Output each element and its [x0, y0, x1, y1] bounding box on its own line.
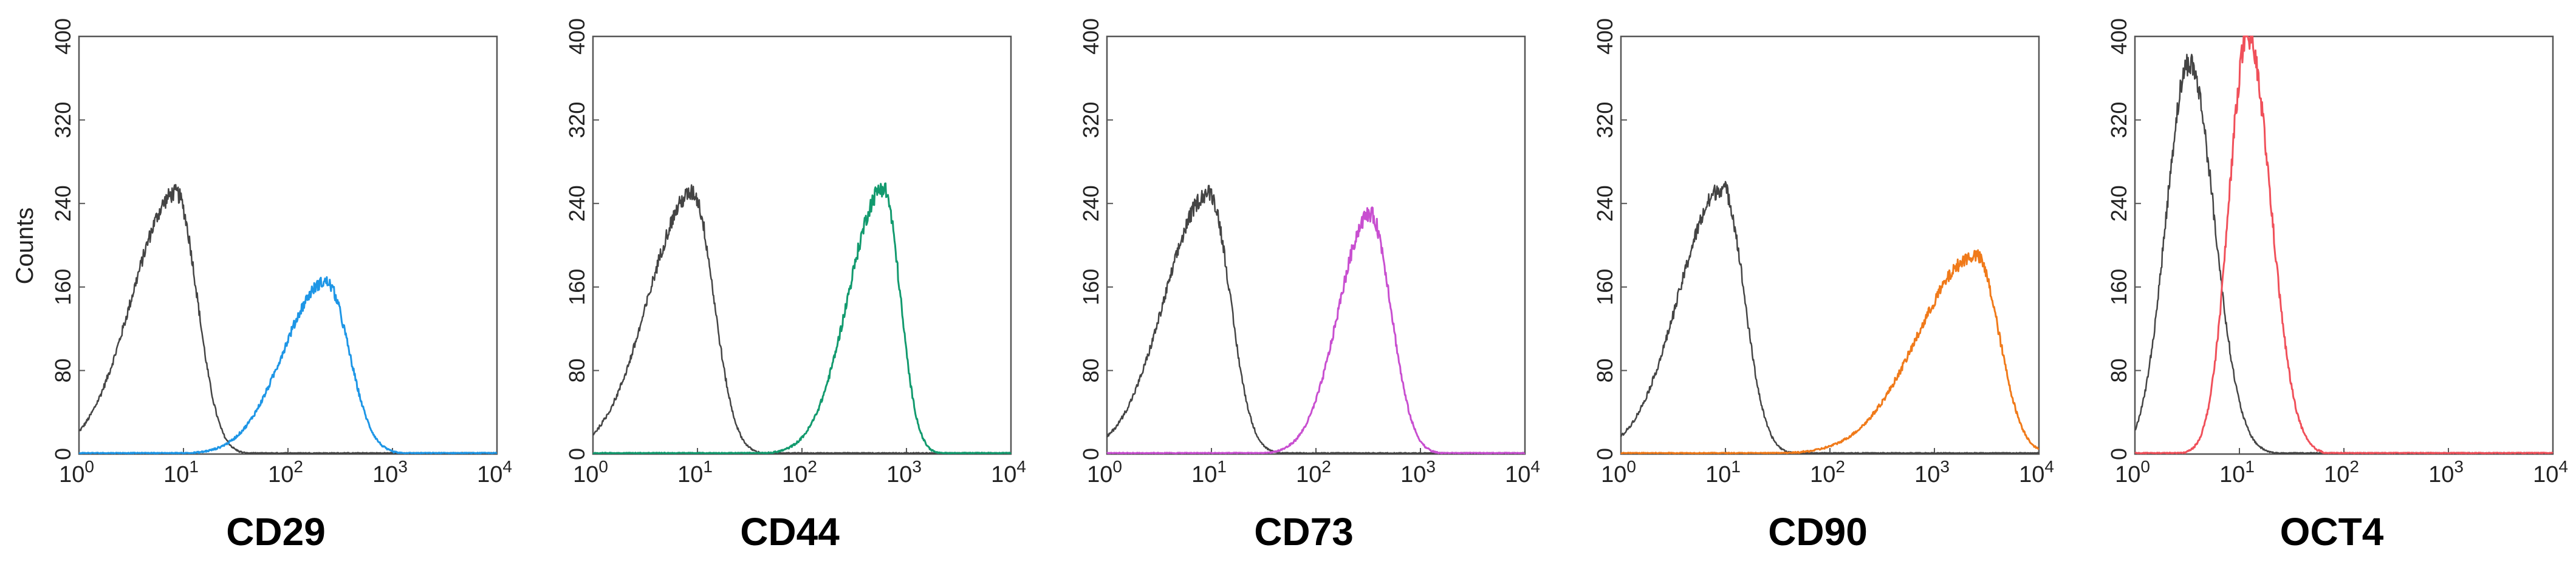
x-tick-label: 101 [1191, 457, 1227, 487]
panel-cd73: 0 80 160 240 320 400 100 101 102 103 104 CD73 [1078, 18, 1540, 554]
marker-histogram [2134, 35, 2554, 455]
histogram-panels: 0 80 160 240 320 400 100 101 102 103 104 CD29 0 80 160… [50, 18, 2568, 554]
panel-title: CD29 [226, 510, 326, 554]
x-tick-label: 104 [477, 457, 512, 487]
x-tick-label: 101 [1705, 457, 1741, 487]
x-tick-label: 100 [573, 457, 608, 487]
y-tick-label: 0 [1592, 448, 1617, 460]
y-tick-label: 0 [2106, 448, 2131, 460]
x-tick-label: 103 [1400, 457, 1436, 487]
isotype-control-histogram [2134, 53, 2554, 455]
panel-title: CD90 [1768, 510, 1868, 554]
panel-title: OCT4 [2280, 510, 2384, 554]
x-tick-label: 102 [1810, 457, 1845, 487]
y-tick-label: 0 [1078, 448, 1103, 460]
x-tick-label: 104 [991, 457, 1026, 487]
x-tick-label: 100 [59, 457, 94, 487]
y-tick-label: 240 [50, 185, 75, 222]
x-tick-label: 104 [2533, 457, 2568, 487]
y-tick-label: 400 [2106, 18, 2131, 55]
x-tick-label: 101 [2219, 457, 2255, 487]
panel-title: CD44 [740, 510, 840, 554]
y-tick-label: 80 [564, 358, 589, 382]
y-tick-label: 240 [564, 185, 589, 222]
marker-histogram [78, 276, 498, 455]
marker-histogram [1106, 206, 1526, 455]
y-tick-label: 400 [564, 18, 589, 55]
y-tick-label: 160 [564, 269, 589, 305]
x-tick-label: 103 [1914, 457, 1950, 487]
panel-title: CD73 [1254, 510, 1354, 554]
x-tick-label: 101 [163, 457, 199, 487]
marker-histogram [1620, 249, 2040, 455]
plot-frame [1620, 35, 2040, 455]
y-axis-label: Counts [12, 208, 38, 285]
isotype-control-histogram [1106, 185, 1526, 455]
y-tick-label: 320 [50, 102, 75, 138]
plot-frame [592, 35, 1012, 455]
panel-oct4: 0 80 160 240 320 400 100 101 102 103 104 OCT4 [2106, 18, 2568, 554]
x-tick-label: 101 [677, 457, 713, 487]
x-tick-label: 102 [268, 457, 303, 487]
y-tick-label: 320 [1078, 102, 1103, 138]
y-tick-label: 240 [1078, 185, 1103, 222]
plot-frame [78, 35, 498, 455]
y-tick-label: 240 [2106, 185, 2131, 222]
isotype-control-histogram [592, 184, 1012, 455]
y-tick-label: 320 [1592, 102, 1617, 138]
x-tick-label: 103 [372, 457, 408, 487]
y-tick-label: 0 [564, 448, 589, 460]
isotype-control-histogram [1620, 181, 2040, 455]
panel-cd90: 0 80 160 240 320 400 100 101 102 103 104 CD90 [1592, 18, 2054, 554]
x-tick-label: 104 [2019, 457, 2054, 487]
y-tick-label: 80 [1592, 358, 1617, 382]
y-tick-label: 400 [50, 18, 75, 55]
x-tick-label: 102 [782, 457, 817, 487]
y-tick-label: 400 [1078, 18, 1103, 55]
y-tick-label: 320 [2106, 102, 2131, 138]
x-tick-label: 100 [2115, 457, 2150, 487]
y-tick-label: 0 [50, 448, 75, 460]
x-tick-label: 102 [2324, 457, 2359, 487]
plot-frame [1106, 35, 1526, 455]
y-tick-label: 80 [50, 358, 75, 382]
y-tick-label: 160 [2106, 269, 2131, 305]
x-tick-label: 103 [2428, 457, 2464, 487]
panel-cd29: 0 80 160 240 320 400 100 101 102 103 104 CD29 [50, 18, 512, 554]
plot-frame [2134, 35, 2554, 455]
x-tick-label: 100 [1087, 457, 1122, 487]
y-tick-label: 160 [1592, 269, 1617, 305]
y-tick-label: 320 [564, 102, 589, 138]
y-tick-label: 160 [1078, 269, 1103, 305]
isotype-control-histogram [78, 184, 498, 455]
panel-cd44: 0 80 160 240 320 400 100 101 102 103 104 CD44 [564, 18, 1026, 554]
x-tick-label: 102 [1296, 457, 1331, 487]
x-tick-label: 103 [886, 457, 922, 487]
y-tick-label: 80 [2106, 358, 2131, 382]
y-tick-label: 160 [50, 269, 75, 305]
y-tick-label: 240 [1592, 185, 1617, 222]
x-tick-label: 100 [1601, 457, 1636, 487]
marker-histogram [592, 182, 1012, 455]
x-tick-label: 104 [1505, 457, 1540, 487]
y-tick-label: 400 [1592, 18, 1617, 55]
y-tick-label: 80 [1078, 358, 1103, 382]
